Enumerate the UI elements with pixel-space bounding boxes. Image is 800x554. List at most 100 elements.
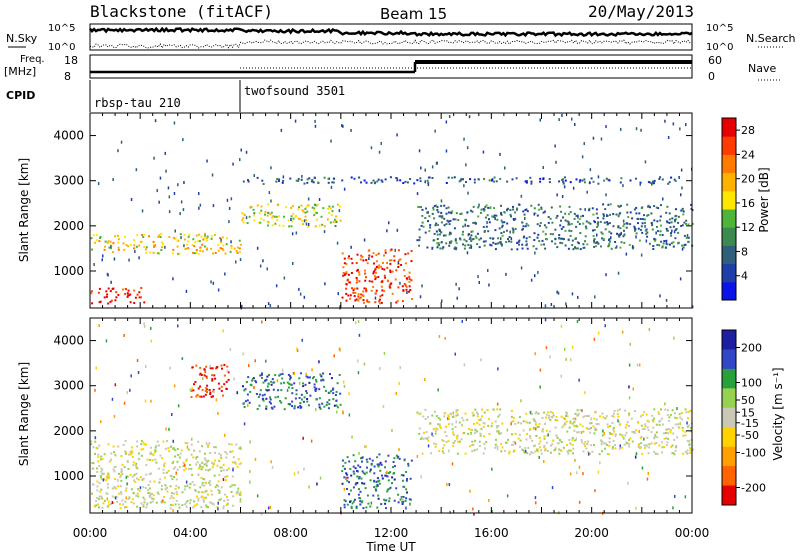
scatter-point [574,246,577,249]
scatter-point [597,221,600,224]
scatter-point [372,252,375,255]
scatter-point [160,249,163,251]
noise-tick-left-bottom: 10^0 [48,42,75,53]
scatter-point [230,197,233,201]
scatter-point [614,433,617,436]
scatter-point [237,487,240,490]
scatter-point [105,479,108,482]
scatter-point [525,438,528,441]
scatter-point [501,226,503,229]
scatter-point [501,221,504,224]
scatter-point [665,241,668,245]
scatter-point [687,236,690,239]
scatter-point [622,235,625,238]
scatter-point [526,433,529,435]
scatter-point [534,421,537,424]
scatter-point [124,450,127,453]
scatter-point [263,393,266,396]
scatter-point [106,293,109,296]
scatter-point [512,420,515,422]
scatter-point [113,465,116,468]
scatter-point [622,225,625,228]
scatter-point [205,387,208,390]
scatter-point [388,221,390,225]
scatter-point [677,426,680,429]
scatter-point [219,247,222,249]
scatter-point [172,277,174,281]
scatter-point [207,444,210,447]
scatter-point [395,487,398,490]
scatter-point [605,177,608,180]
scatter-point [93,505,96,507]
scatter-point [434,445,437,448]
scatter-point [393,478,396,481]
scatter-point [271,378,274,381]
scatter-point [536,448,539,451]
scatter-point [183,244,185,248]
scatter-point [194,489,197,492]
noise-tick-left-top: 10^5 [48,23,75,34]
scatter-point [645,239,648,243]
scatter-point [454,218,457,221]
scatter-point [185,467,188,470]
nave-tick-top: 60 [708,54,722,67]
scatter-point [643,214,645,217]
scatter-point [390,259,393,262]
scatter-point [493,214,496,217]
scatter-point [674,494,676,498]
scatter-point [608,237,611,240]
scatter-point [686,452,689,455]
scatter-point [571,439,574,441]
scatter-point [357,464,360,467]
scatter-point [487,424,490,427]
scatter-point [554,426,557,429]
scatter-point [250,384,253,387]
scatter-point [122,444,125,446]
scatter-point [239,462,242,465]
scatter-point [653,442,656,445]
scatter-point [404,180,407,183]
scatter-point [343,503,346,506]
scatter-point [216,506,219,509]
scatter-point [630,417,633,420]
scatter-point [584,240,586,243]
scatter-point [441,216,444,219]
scatter-point [444,412,447,415]
scatter-point [550,206,553,209]
scatter-point [130,488,133,491]
scatter-point [98,482,101,485]
scatter-point [174,487,177,490]
scatter-point [199,385,202,388]
y-tick-label: 2000 [53,424,84,438]
scatter-point [200,506,203,509]
scatter-point [333,354,335,358]
scatter-point [247,180,250,183]
scatter-point [206,237,209,240]
scatter-point [381,267,384,270]
scatter-point [493,176,496,179]
scatter-point [218,387,221,390]
scatter-point [107,287,110,290]
scatter-point [211,173,214,177]
scatter-point [393,255,396,258]
scatter-point [500,443,503,446]
scatter-point [633,225,636,228]
scatter-point [505,441,507,444]
scatter-point [497,241,500,244]
scatter-point [226,495,228,498]
scatter-point [300,372,302,375]
time-tick-label: 04:00 [173,526,208,540]
scatter-point [352,454,355,457]
scatter-point [568,438,571,441]
scatter-point [90,237,93,240]
scatter-point [248,364,250,368]
scatter-point [173,192,176,195]
scatter-point [120,455,123,457]
scatter-point [681,224,684,227]
scatter-point [214,451,216,454]
scatter-point [668,416,671,419]
scatter-point [548,181,551,184]
scatter-point [348,281,351,284]
scatter-point [96,447,99,450]
scatter-point [383,274,386,277]
